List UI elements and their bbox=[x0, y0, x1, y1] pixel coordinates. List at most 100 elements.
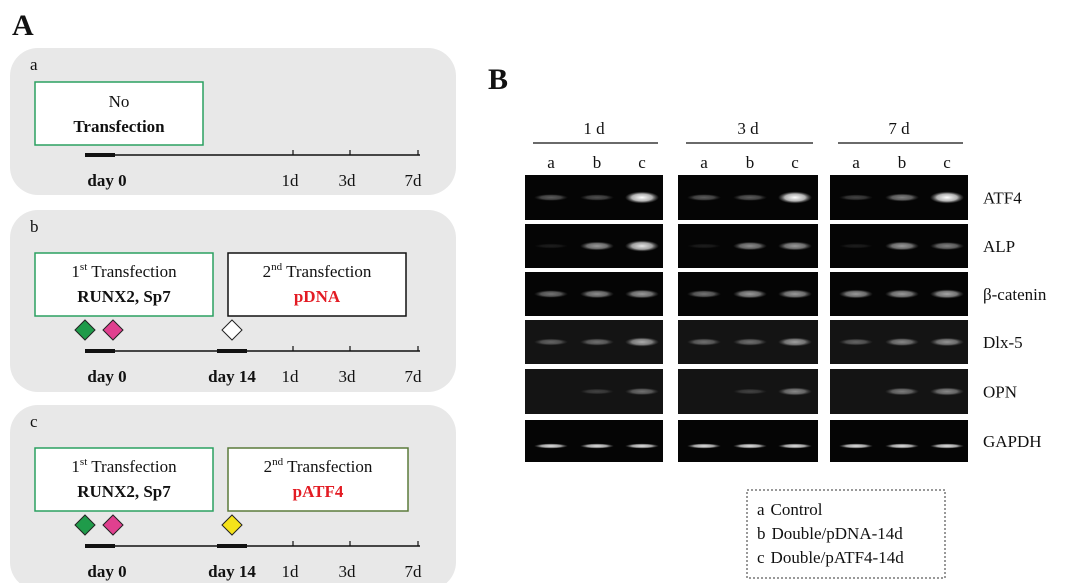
gel-band bbox=[839, 244, 873, 249]
box-subtitle: RUNX2, Sp7 bbox=[77, 287, 171, 306]
time-label: 3d bbox=[339, 171, 357, 190]
gel-band bbox=[930, 192, 964, 204]
time-label: 1d bbox=[282, 367, 300, 386]
time-label: 7d bbox=[405, 562, 423, 581]
gel-band bbox=[733, 389, 767, 395]
gene-label: β-catenin bbox=[983, 285, 1047, 304]
gene-label: OPN bbox=[983, 382, 1017, 401]
time-label: 7d bbox=[405, 171, 423, 190]
gel-band bbox=[625, 388, 659, 395]
timepoint-label: 1 d bbox=[583, 119, 605, 138]
gel-band bbox=[778, 338, 812, 347]
panel-label: B bbox=[488, 63, 508, 96]
text-part: st bbox=[80, 456, 87, 468]
gel-band bbox=[625, 444, 659, 449]
time-label: 7d bbox=[405, 367, 423, 386]
gel-band bbox=[687, 244, 721, 249]
text-part: b bbox=[757, 524, 766, 543]
gel-band bbox=[580, 242, 614, 251]
gel-band bbox=[733, 194, 767, 201]
gel-band bbox=[687, 290, 721, 298]
gel-band bbox=[733, 242, 767, 250]
gel-band bbox=[625, 240, 659, 251]
lane-label: a bbox=[852, 153, 860, 172]
gel-band bbox=[580, 444, 614, 449]
row-label: b bbox=[30, 217, 39, 236]
gel-band bbox=[534, 290, 568, 298]
gel-band bbox=[778, 242, 812, 251]
lane-label: c bbox=[791, 153, 799, 172]
text-part: Control bbox=[771, 500, 823, 519]
gel-band bbox=[580, 338, 614, 345]
gel-band bbox=[687, 194, 721, 201]
gel-band bbox=[687, 338, 721, 345]
text-part: Transfection bbox=[286, 262, 372, 281]
figure: A B aNoTransfectionday 01d3d7db1stTransf… bbox=[0, 0, 1075, 583]
gel-band bbox=[885, 338, 919, 346]
row-label: a bbox=[30, 55, 38, 74]
gel-band bbox=[778, 290, 812, 299]
text-part: 2 bbox=[263, 262, 272, 281]
gel-lane-image bbox=[525, 420, 663, 462]
gel-band bbox=[534, 244, 568, 249]
gel-band bbox=[885, 388, 919, 396]
gel-band bbox=[778, 388, 812, 396]
box-title: No bbox=[109, 92, 130, 111]
legend-entry: b Double/pDNA-14d bbox=[757, 524, 903, 543]
row-label: c bbox=[30, 412, 38, 431]
gel-band bbox=[885, 444, 919, 449]
gel-band bbox=[778, 192, 812, 204]
time-label: 3d bbox=[339, 367, 357, 386]
timepoint-label: 3 d bbox=[737, 119, 759, 138]
gel-lane-image bbox=[830, 420, 968, 462]
gel-band bbox=[839, 444, 873, 449]
box-subtitle: Transfection bbox=[73, 117, 165, 136]
panel-label: A bbox=[12, 9, 34, 42]
gel-band bbox=[839, 290, 873, 299]
text-part: a bbox=[757, 500, 765, 519]
gel-band bbox=[534, 194, 568, 201]
gel-band bbox=[733, 290, 767, 299]
time-label: 1d bbox=[282, 562, 300, 581]
text-part: Transfection bbox=[91, 262, 177, 281]
gene-label: Dlx-5 bbox=[983, 333, 1023, 352]
text-part: Transfection bbox=[91, 457, 177, 476]
gel-band bbox=[580, 290, 614, 298]
text-part: 2 bbox=[264, 457, 273, 476]
text-part: Double/pATF4-14d bbox=[771, 548, 905, 567]
gene-label: GAPDH bbox=[983, 432, 1042, 451]
time-label: day 14 bbox=[208, 367, 256, 386]
gel-band bbox=[625, 337, 659, 346]
gel-band bbox=[625, 290, 659, 299]
lane-label: c bbox=[943, 153, 951, 172]
gene-label: ATF4 bbox=[983, 188, 1022, 207]
text-part: st bbox=[80, 261, 87, 273]
time-label: 3d bbox=[339, 562, 357, 581]
text-part: Double/pDNA-14d bbox=[772, 524, 904, 543]
gel-band bbox=[580, 194, 614, 200]
gel-band bbox=[580, 389, 614, 395]
lane-label: a bbox=[547, 153, 555, 172]
legend-entry: a Control bbox=[757, 500, 823, 519]
gel-band bbox=[839, 339, 873, 346]
gel-band bbox=[930, 444, 964, 449]
gel-band bbox=[930, 289, 964, 298]
gel-band bbox=[885, 290, 919, 299]
timepoint-label: 7 d bbox=[888, 119, 910, 138]
time-label: day 0 bbox=[87, 171, 126, 190]
gel-band bbox=[687, 444, 721, 449]
gel-band bbox=[930, 338, 964, 346]
lane-label: b bbox=[593, 153, 602, 172]
gel-band bbox=[885, 242, 919, 251]
gel-band bbox=[625, 192, 659, 204]
gel-lane-image bbox=[678, 420, 818, 462]
box-subtitle: pATF4 bbox=[293, 482, 344, 501]
time-label: day 14 bbox=[208, 562, 256, 581]
gel-band bbox=[778, 444, 812, 449]
lane-label: b bbox=[898, 153, 907, 172]
time-label: 1d bbox=[282, 171, 300, 190]
text-part: 1 bbox=[71, 262, 80, 281]
box-subtitle: RUNX2, Sp7 bbox=[77, 482, 171, 501]
gel-band bbox=[930, 388, 964, 396]
